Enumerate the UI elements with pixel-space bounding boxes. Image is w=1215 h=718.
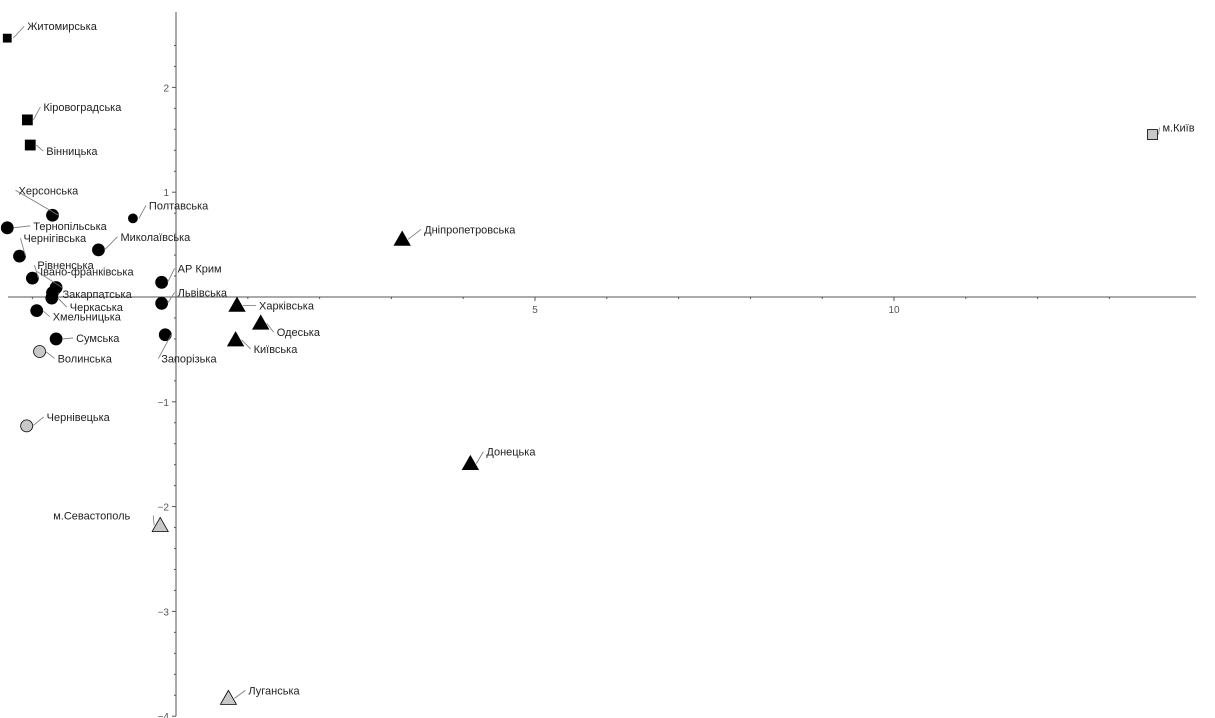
y-tick-label: 1 [163,188,169,199]
point-11-leader-line [58,292,60,295]
point-label: Полтавська [149,200,209,212]
point-4-leader-line [138,205,147,219]
y-tick-label: −4 [158,712,170,718]
point-label: Чернігівська [23,233,87,245]
point-21-leader-line [241,339,251,350]
point-3-leader-line [15,189,59,216]
point-14-circle-marker [30,304,44,318]
point-5-leader-line [13,225,31,229]
point-17-circle-marker [33,345,46,358]
point-16-leader-line [157,334,172,359]
point-10-circle-marker [155,275,169,289]
point-label: Херсонська [19,185,80,197]
point-label: Черкаська [70,302,124,314]
point-label: Вінницька [46,146,98,158]
point-label: Кіровоградська [43,102,122,114]
point-12-circle-marker [155,296,169,310]
point-8-leader-line [34,265,39,279]
point-label: Івано-франківська [40,267,134,279]
point-label: Одеська [277,327,321,339]
point-6-circle-marker [92,243,105,257]
point-labels: Житомирська Кіровоградська Вінницька Херсон… [12,21,1195,699]
point-label: АР Крим [178,263,222,275]
point-4-circle-marker [128,213,138,224]
point-14-leader-line [42,310,50,317]
point-label: Хмельницька [53,312,122,324]
point-23-triangle-marker [461,454,480,471]
point-23-leader-line [476,451,484,464]
point-7-leader-line [20,238,26,257]
point-label: Волинська [58,353,113,365]
point-9-leader-line [36,271,63,288]
point-24-leader-line [152,515,155,526]
y-tick-label: −1 [158,398,170,409]
point-label: Житомирська [27,21,97,33]
point-label: Київська [254,344,299,356]
point-label: Донецька [486,447,536,459]
point-label: м.Севастополь [53,510,130,522]
y-tick-label: −2 [158,503,170,514]
point-26-square-marker [1147,129,1158,140]
point-label: Рівненська [37,260,94,272]
point-7-circle-marker [13,249,26,263]
point-3-circle-marker [46,208,59,222]
point-5-circle-marker [0,221,14,235]
point-12-leader-line [167,292,175,304]
point-22-leader-line [407,229,422,240]
point-15-leader-line [62,337,74,340]
point-label: Дніпропетровська [424,224,516,236]
point-2-leader-line [35,144,44,152]
point-24-triangle-marker [151,516,169,532]
point-label: м.Київ [1162,123,1194,135]
point-16-circle-marker [158,328,172,342]
x-tick-label: 5 [532,305,538,316]
point-8-circle-marker [26,271,39,285]
x-tick-label: 10 [888,305,900,316]
point-label: Луганська [248,685,300,697]
y-tick-label: 2 [163,83,169,94]
point-15-circle-marker [49,332,63,346]
point-21-triangle-marker [226,331,245,347]
point-20-triangle-marker [252,314,270,330]
data-points [0,33,1158,705]
point-label: Миколаївська [120,232,191,244]
point-0-square-marker [2,33,12,43]
y-tick-label: −3 [158,607,170,618]
point-label: Харківська [259,300,315,312]
point-26-leader-line [1158,127,1160,135]
point-label: Запорізька [161,354,217,366]
point-label: Закарпатська [63,289,133,301]
point-13-leader-line [57,297,68,308]
point-label: Чернівецька [47,412,111,424]
point-19-triangle-marker [228,296,246,312]
point-17-leader-line [45,351,55,359]
point-label: Сумська [76,333,120,345]
point-1-leader-line [33,106,41,121]
point-10-leader-line [167,268,175,283]
point-18-circle-marker [20,419,34,433]
point-1-square-marker [21,114,33,126]
point-6-leader-line [104,236,118,251]
point-label: Львівська [178,287,228,299]
point-0-leader-line [12,25,25,39]
point-13-circle-marker [45,291,59,305]
point-label: Тернопільська [33,221,107,233]
axis-ticks: 5 10 2 1 −1 −2 −3 −4 [31,44,1110,718]
point-25-leader-line [234,690,246,699]
point-18-leader-line [32,416,44,427]
point-22-triangle-marker [393,230,411,246]
point-2-square-marker [24,139,36,151]
point-20-leader-line [266,322,275,333]
point-25-triangle-marker [219,689,238,705]
